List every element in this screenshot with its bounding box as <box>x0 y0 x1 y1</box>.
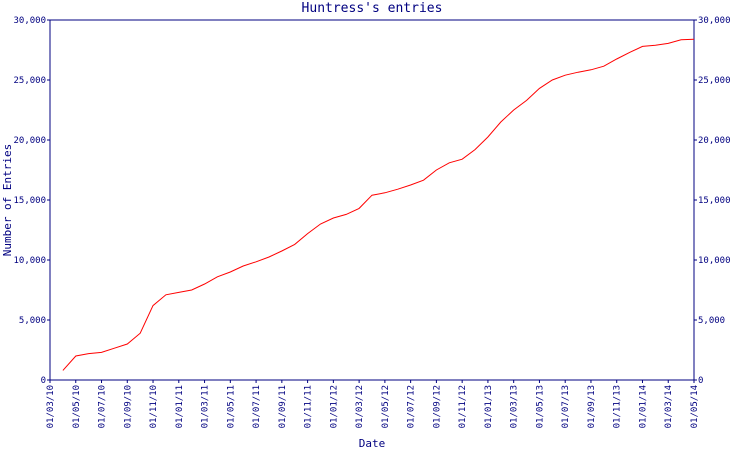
x-tick-label: 01/05/10 <box>72 385 82 428</box>
y-tick-label: 30,000 <box>13 16 46 26</box>
y-tick-label: 15,000 <box>13 196 46 206</box>
x-tick-label: 01/07/12 <box>407 385 417 428</box>
x-tick-label: 01/03/12 <box>355 385 365 428</box>
y2-tick-label: 0 <box>698 376 703 386</box>
x-tick-label: 01/01/14 <box>638 385 648 428</box>
x-tick-label: 01/07/10 <box>98 385 108 428</box>
x-tick-label: 01/07/11 <box>252 385 262 428</box>
x-tick-label: 01/03/14 <box>664 385 674 428</box>
x-tick-label: 01/01/13 <box>484 385 494 428</box>
y-tick-label: 20,000 <box>13 136 46 146</box>
x-tick-label: 01/01/12 <box>329 385 339 428</box>
y2-tick-label: 15,000 <box>698 196 731 206</box>
x-tick-label: 01/11/12 <box>458 385 468 428</box>
x-tick-label: 01/05/13 <box>535 385 545 428</box>
series-line <box>62 38 695 371</box>
y-tick-label: 0 <box>41 376 46 386</box>
x-tick-label: 01/09/13 <box>587 385 597 428</box>
y2-tick-label: 5,000 <box>698 316 725 326</box>
x-tick-label: 01/09/10 <box>123 385 133 428</box>
x-tick-label: 01/03/11 <box>201 385 211 428</box>
x-tick-label: 01/03/10 <box>46 385 56 428</box>
y-axis-label: Number of Entries <box>1 144 14 257</box>
x-tick-label: 01/03/13 <box>510 385 520 428</box>
y-tick-label: 10,000 <box>13 256 46 266</box>
x-tick-label: 01/09/11 <box>278 385 288 428</box>
x-tick-label: 01/05/11 <box>226 385 236 428</box>
x-tick-label: 01/11/11 <box>304 385 314 428</box>
y2-tick-label: 10,000 <box>698 256 731 266</box>
x-tick-label: 01/05/12 <box>381 385 391 428</box>
chart-title: Huntress's entries <box>302 1 443 16</box>
plot-frame <box>49 19 695 381</box>
y2-tick-label: 20,000 <box>698 136 731 146</box>
x-tick-label: 01/11/13 <box>613 385 623 428</box>
x-tick-label: 01/07/13 <box>561 385 571 428</box>
x-axis-label: Date <box>359 437 386 450</box>
x-tick-label: 01/11/10 <box>149 385 159 428</box>
y-tick-label: 5,000 <box>19 316 46 326</box>
y2-tick-label: 25,000 <box>698 76 731 86</box>
y2-tick-label: 30,000 <box>698 16 731 26</box>
x-tick-label: 01/05/14 <box>690 385 700 428</box>
x-tick-label: 01/09/12 <box>432 385 442 428</box>
x-tick-label: 01/01/11 <box>175 385 185 428</box>
y-tick-label: 25,000 <box>13 76 46 86</box>
